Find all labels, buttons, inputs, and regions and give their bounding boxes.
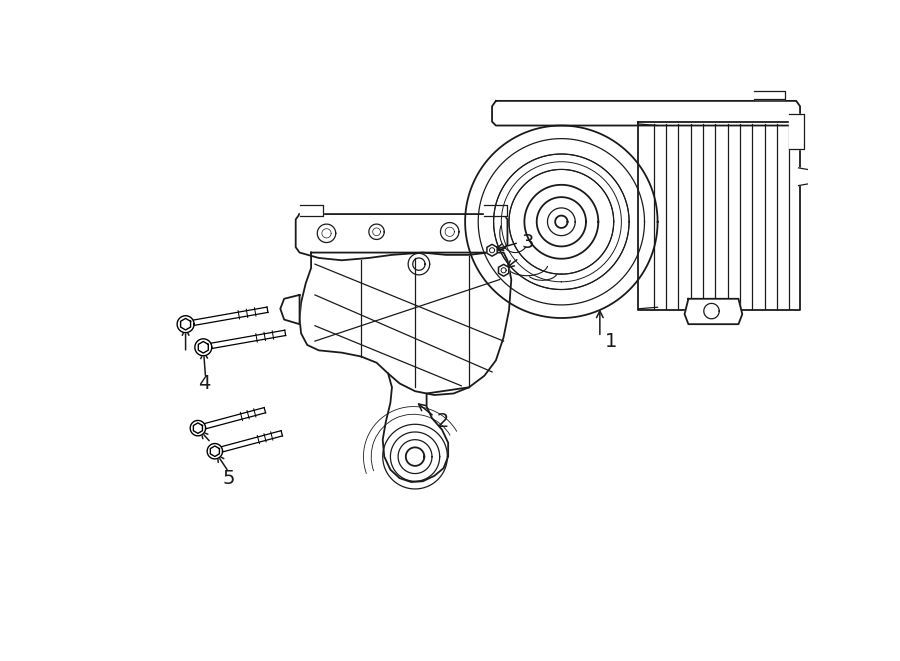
Polygon shape <box>181 319 191 330</box>
Text: 5: 5 <box>222 469 235 488</box>
Text: 3: 3 <box>521 233 534 252</box>
Text: 2: 2 <box>436 412 449 432</box>
Polygon shape <box>318 224 336 243</box>
Polygon shape <box>638 122 800 310</box>
Text: 4: 4 <box>198 374 211 393</box>
Polygon shape <box>484 205 508 216</box>
Polygon shape <box>300 253 511 395</box>
Polygon shape <box>300 205 322 216</box>
Polygon shape <box>211 446 220 457</box>
Polygon shape <box>754 91 785 98</box>
Polygon shape <box>190 420 205 436</box>
Polygon shape <box>499 264 508 276</box>
Polygon shape <box>685 299 742 324</box>
Polygon shape <box>207 444 222 459</box>
Polygon shape <box>788 114 804 149</box>
Polygon shape <box>492 101 800 126</box>
Polygon shape <box>487 245 497 256</box>
Polygon shape <box>798 168 812 186</box>
Polygon shape <box>382 373 469 482</box>
Polygon shape <box>198 342 208 353</box>
Polygon shape <box>369 224 384 239</box>
Polygon shape <box>195 339 212 356</box>
Polygon shape <box>440 223 459 241</box>
Polygon shape <box>194 423 202 434</box>
Polygon shape <box>177 316 194 332</box>
Text: 1: 1 <box>605 332 617 350</box>
Polygon shape <box>296 214 508 260</box>
Polygon shape <box>280 295 300 324</box>
